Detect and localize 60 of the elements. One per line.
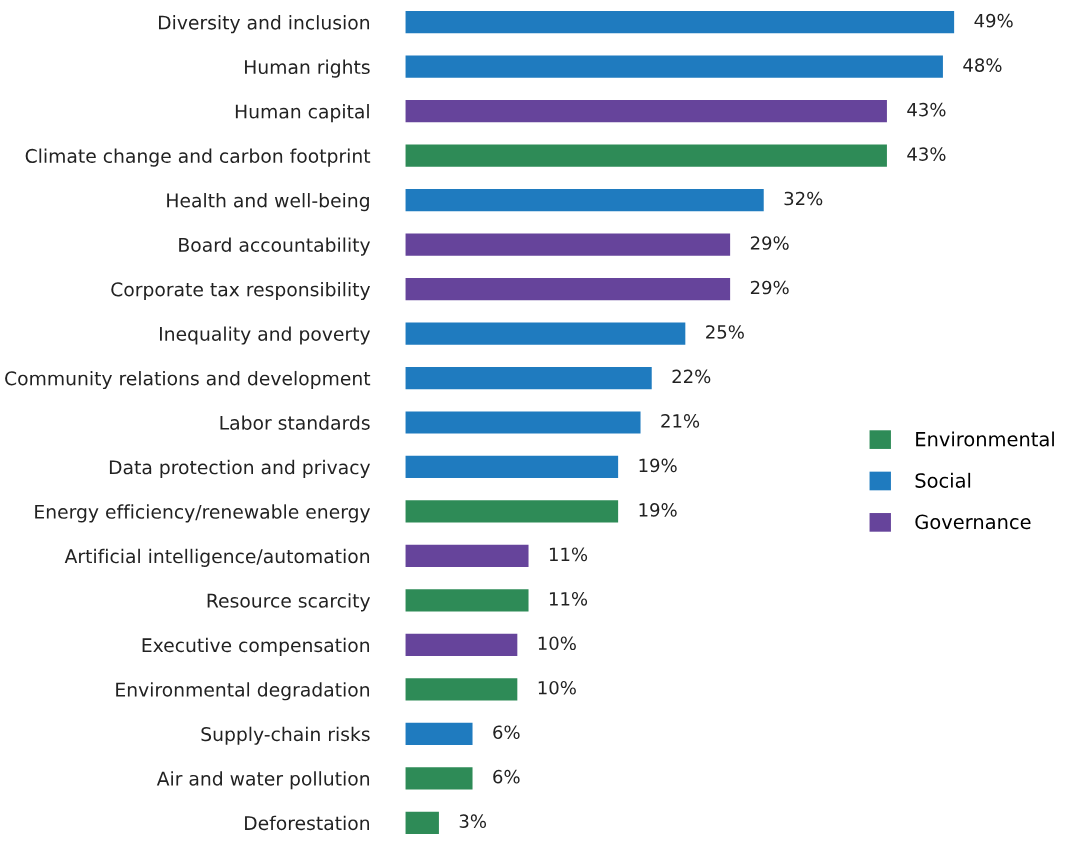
y-tick-label: Environmental degradation bbox=[116, 682, 370, 701]
data-label: 11% bbox=[549, 591, 588, 606]
bar bbox=[405, 100, 887, 123]
y-tick-label: Resource scarcity bbox=[207, 593, 371, 612]
data-label: 32% bbox=[784, 191, 823, 206]
bar bbox=[405, 633, 518, 656]
bar bbox=[405, 189, 764, 212]
data-label: 6% bbox=[493, 769, 520, 784]
bar bbox=[405, 455, 619, 479]
data-label: 11% bbox=[549, 547, 588, 562]
y-tick-label: Climate change and carbon footprint bbox=[25, 148, 371, 167]
bar bbox=[405, 678, 518, 701]
data-label: 43% bbox=[907, 147, 946, 161]
data-label: 3% bbox=[459, 814, 487, 828]
y-tick-label: Energy efficiency/renewable energy bbox=[35, 504, 371, 523]
bar bbox=[405, 811, 439, 834]
bar bbox=[405, 411, 641, 434]
bar bbox=[405, 366, 652, 390]
data-label: 29% bbox=[750, 236, 789, 250]
y-tick-label: Air and water pollution bbox=[156, 771, 370, 790]
bar bbox=[405, 233, 731, 256]
bar bbox=[405, 277, 731, 301]
y-tick-label: Human capital bbox=[235, 104, 369, 123]
bar bbox=[405, 767, 473, 790]
y-tick-label: Labor standards bbox=[220, 415, 370, 430]
y-tick-label: Community relations and development bbox=[5, 370, 371, 390]
bar bbox=[405, 55, 943, 78]
data-label: 19% bbox=[639, 458, 677, 473]
y-tick-label: Board accountability bbox=[179, 237, 371, 256]
y-tick-label: Corporate tax responsibility bbox=[111, 281, 371, 301]
bar bbox=[405, 544, 529, 568]
data-label: 6% bbox=[493, 725, 520, 740]
data-label: 29% bbox=[750, 280, 789, 295]
bar bbox=[405, 322, 686, 345]
legend-label: Environmental bbox=[916, 431, 1054, 447]
bar bbox=[405, 500, 619, 523]
y-tick-label: Diversity and inclusion bbox=[159, 15, 370, 34]
data-label: 21% bbox=[661, 414, 700, 428]
bar bbox=[405, 144, 887, 167]
bar bbox=[405, 11, 955, 34]
data-label: 10% bbox=[538, 680, 576, 695]
legend-label: Governance bbox=[915, 514, 1031, 530]
data-label: 10% bbox=[538, 636, 576, 651]
data-label: 43% bbox=[907, 102, 946, 117]
y-tick-label: Artificial intelligence/automation bbox=[64, 548, 370, 567]
y-tick-label: Health and well-being bbox=[167, 193, 369, 212]
y-tick-label: Inequality and poverty bbox=[159, 326, 371, 345]
y-tick-label: Supply-chain risks bbox=[201, 726, 370, 745]
data-label: 48% bbox=[963, 58, 1002, 72]
legend-label: Social bbox=[915, 472, 971, 488]
y-tick-label: Data protection and privacy bbox=[109, 459, 371, 478]
data-label: 22% bbox=[672, 369, 711, 384]
data-label: 25% bbox=[706, 325, 744, 339]
y-tick-label: Deforestation bbox=[245, 815, 370, 831]
y-tick-label: Human rights bbox=[245, 59, 370, 78]
data-label: 49% bbox=[974, 13, 1013, 28]
data-label: 19% bbox=[639, 503, 677, 517]
y-tick-label: Executive compensation bbox=[142, 637, 370, 656]
bar bbox=[405, 589, 529, 612]
bar bbox=[405, 722, 473, 745]
